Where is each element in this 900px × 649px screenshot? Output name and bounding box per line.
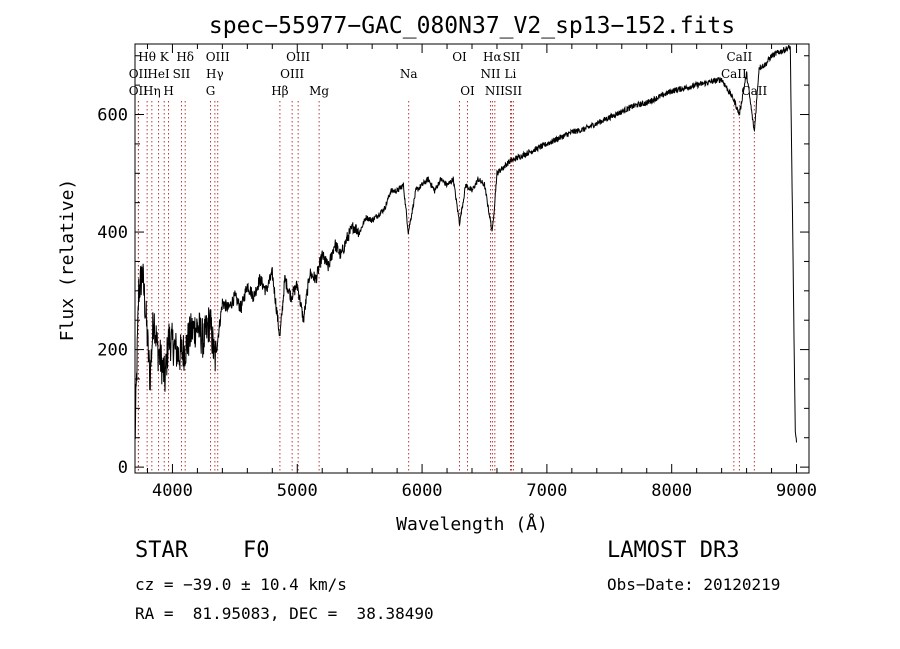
plot-frame — [134, 43, 810, 474]
line-marker-label: CaII — [721, 67, 747, 81]
line-marker-label: SII — [503, 50, 521, 64]
line-marker-label: Hβ — [271, 84, 288, 98]
line-marker-label: SII — [173, 67, 191, 81]
line-marker-label: Hδ — [176, 50, 194, 64]
line-marker-label: OIII — [280, 67, 304, 81]
y-tick-label: 600 — [97, 106, 128, 126]
x-tick-label: 8000 — [651, 481, 692, 501]
x-tick-label: 9000 — [776, 481, 817, 501]
y-axis-label: Flux (relative) — [57, 179, 78, 342]
line-marker-label: Hγ — [206, 67, 224, 81]
observation-date: Obs−Date: 20120219 — [607, 575, 781, 594]
y-tick-label: 400 — [97, 223, 128, 243]
redshift-cz: cz = −39.0 ± 10.4 km/s — [135, 575, 347, 594]
line-marker-label: Na — [400, 67, 418, 81]
axis-ticks: 4000 5000 6000 7000 8000 9000 0 200 400 600 — [97, 44, 817, 501]
line-marker-label: Hα — [483, 50, 502, 64]
flux-series-line — [134, 44, 797, 443]
x-tick-label: 4000 — [152, 481, 193, 501]
x-axis-label: Wavelength (Å) — [396, 513, 548, 535]
y-tick-label: 0 — [118, 458, 128, 478]
x-tick-label: 5000 — [277, 481, 318, 501]
object-class: STAR — [135, 538, 188, 563]
line-marker-label: NII — [480, 67, 500, 81]
line-marker-label: HeI — [147, 67, 170, 81]
object-subclass: F0 — [243, 538, 270, 563]
line-marker-label: G — [206, 84, 216, 98]
line-marker-label: OΙΙ — [129, 67, 149, 81]
line-marker-label: K — [160, 50, 170, 64]
line-marker-label: OΙΙ — [129, 84, 149, 98]
coordinates: RA = 81.95083, DEC = 38.38490 — [135, 604, 434, 623]
line-marker-label: SII — [504, 84, 522, 98]
line-marker-label: OI — [452, 50, 467, 64]
line-marker-label: CaII — [726, 50, 752, 64]
chart-title: spec−55977−GAC_080N37_V2_sp13−152.fits — [209, 13, 735, 39]
line-marker-label: Hη — [143, 84, 161, 98]
x-tick-label: 6000 — [402, 481, 443, 501]
line-marker-label: NII — [485, 84, 505, 98]
y-tick-label: 200 — [97, 341, 128, 361]
line-marker-label: OIII — [206, 50, 230, 64]
line-marker-label: Hθ — [138, 50, 156, 64]
line-marker-label: Li — [505, 67, 517, 81]
line-marker-label: H — [163, 84, 173, 98]
survey-name: LAMOST DR3 — [607, 538, 740, 563]
line-marker-label: CaII — [741, 84, 767, 98]
line-marker-label: Mg — [309, 84, 329, 98]
line-marker-label: OIII — [286, 50, 310, 64]
x-tick-label: 7000 — [526, 481, 567, 501]
line-marker-label: OI — [460, 84, 475, 98]
